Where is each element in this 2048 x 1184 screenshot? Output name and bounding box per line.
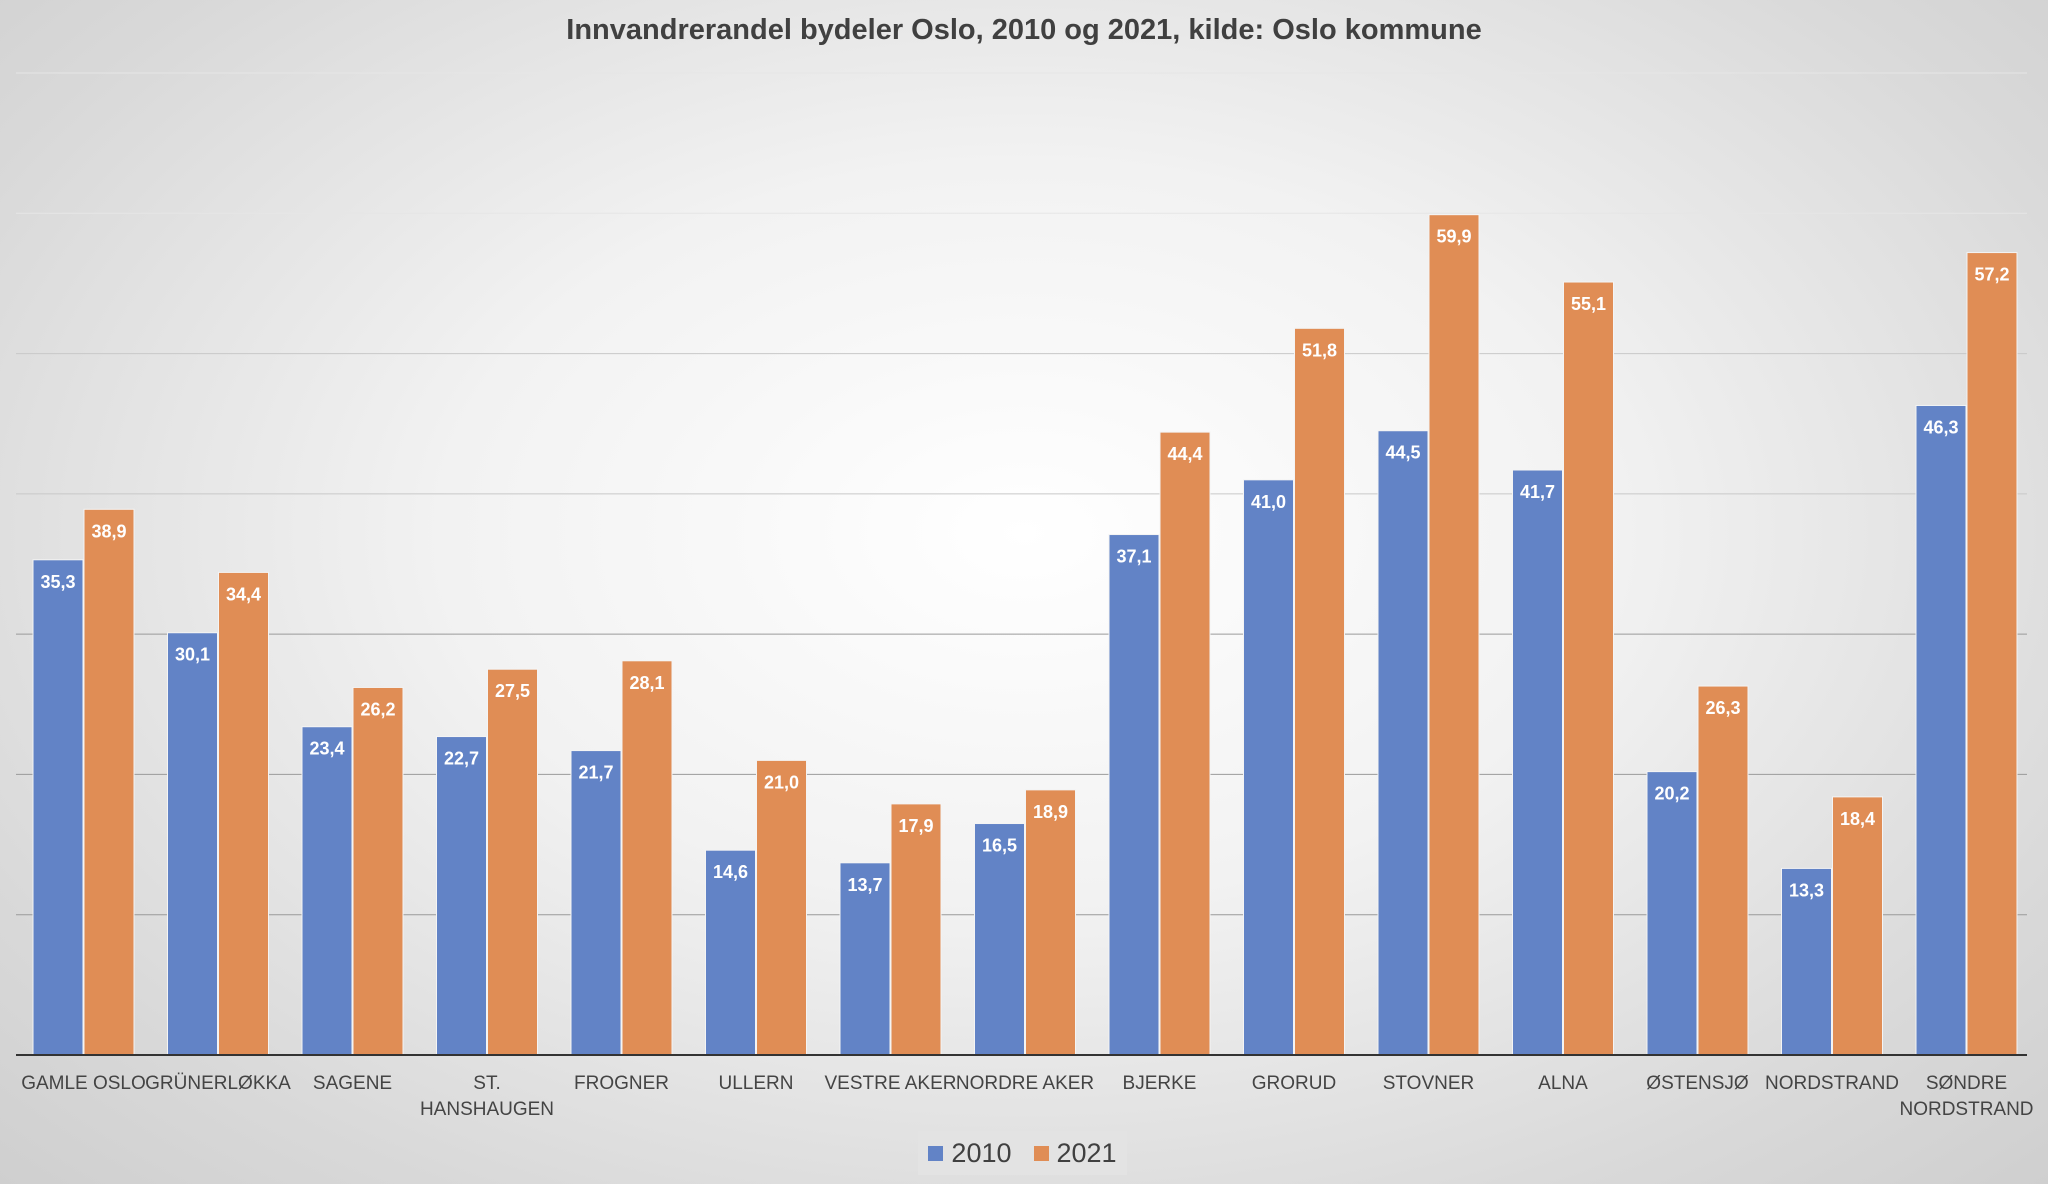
- category-label: BJERKE: [1123, 1073, 1197, 1094]
- bar-2021: [1697, 685, 1749, 1056]
- chart-title: Innvandrerandel bydeler Oslo, 2010 og 20…: [566, 14, 1482, 46]
- category-label: VESTRE AKER: [825, 1073, 957, 1094]
- bar-2010: [436, 736, 487, 1056]
- category-label: GRÜNERLØKKA: [145, 1073, 291, 1094]
- category-label: STOVNER: [1383, 1073, 1475, 1094]
- category-label: SØNDRE: [1926, 1073, 2007, 1094]
- bar-2010: [839, 862, 891, 1056]
- data-label-2021: 18,9: [1033, 802, 1068, 822]
- data-label-2010: 16,5: [982, 836, 1017, 856]
- bar-2021: [890, 803, 942, 1056]
- data-label-2021: 26,2: [360, 699, 395, 719]
- data-label-2021: 34,4: [226, 584, 261, 604]
- category-label: SAGENE: [313, 1073, 392, 1094]
- category-label: FROGNER: [574, 1073, 669, 1094]
- category-label: NORDSTRAND: [1765, 1073, 1899, 1094]
- legend-item-2010: 2010: [928, 1137, 1012, 1169]
- data-label-2021: 26,3: [1705, 698, 1740, 718]
- bar-2021: [1294, 327, 1345, 1056]
- data-label-2021: 44,4: [1167, 444, 1202, 464]
- legend-item-2021: 2021: [1033, 1137, 1117, 1169]
- data-label-2010: 14,6: [713, 862, 748, 882]
- data-label-2010: 44,5: [1385, 443, 1420, 463]
- bar-2021: [352, 686, 404, 1056]
- bar-2021: [1159, 431, 1211, 1056]
- bar-2010: [1243, 479, 1294, 1056]
- legend-label-2010: 2010: [951, 1137, 1012, 1168]
- data-label-2021: 57,2: [1974, 265, 2009, 285]
- bar-2021: [1832, 796, 1883, 1056]
- bar-2021: [487, 668, 538, 1056]
- data-label-2021: 38,9: [91, 521, 126, 541]
- bar-2021: [1025, 789, 1076, 1056]
- bar-2021: [1966, 252, 2018, 1056]
- data-label-2010: 20,2: [1654, 784, 1689, 804]
- bar-2021: [83, 508, 135, 1056]
- data-label-2010: 35,3: [40, 572, 75, 592]
- bar-2010: [1377, 430, 1429, 1056]
- bar-2010: [301, 726, 353, 1056]
- bar-2010: [32, 559, 84, 1056]
- bar-2021: [1428, 214, 1480, 1056]
- category-label: ST.: [473, 1073, 500, 1094]
- bar-2010: [705, 849, 756, 1056]
- data-label-2021: 21,0: [764, 772, 799, 792]
- bar-2021: [1563, 281, 1614, 1056]
- bar-2010: [1646, 771, 1698, 1056]
- data-label-2021: 55,1: [1571, 294, 1606, 314]
- data-label-2010: 13,7: [847, 875, 882, 895]
- data-label-2010: 13,3: [1789, 880, 1824, 900]
- legend: 2010 2021: [918, 1131, 1127, 1175]
- legend-swatch-2010: [928, 1145, 944, 1161]
- data-label-2021: 27,5: [495, 681, 530, 701]
- data-label-2010: 37,1: [1116, 547, 1151, 567]
- data-label-2010: 46,3: [1923, 417, 1958, 437]
- data-label-2021: 59,9: [1436, 227, 1471, 247]
- bar-2010: [1512, 469, 1563, 1056]
- data-label-2021: 28,1: [629, 673, 664, 693]
- data-label-2010: 41,0: [1251, 492, 1286, 512]
- bar-2021: [218, 571, 269, 1056]
- bar-2021: [756, 759, 807, 1056]
- data-label-2010: 41,7: [1520, 482, 1555, 502]
- category-label: HANSHAUGEN: [420, 1099, 554, 1120]
- legend-label-2021: 2021: [1056, 1137, 1117, 1168]
- category-label: ULLERN: [719, 1073, 794, 1094]
- data-label-2010: 23,4: [309, 739, 344, 759]
- data-label-2010: 21,7: [578, 763, 613, 783]
- bar-2010: [1915, 404, 1967, 1056]
- data-label-2010: 30,1: [175, 645, 210, 665]
- category-label: ALNA: [1538, 1073, 1588, 1094]
- bar-2010: [974, 823, 1025, 1056]
- bar-2021: [621, 660, 673, 1056]
- bar-2010: [167, 632, 218, 1056]
- data-label-2021: 18,4: [1840, 809, 1875, 829]
- category-label: NORDSTRAND: [1899, 1099, 2033, 1120]
- category-label: NORDRE AKER: [956, 1073, 1094, 1094]
- legend-swatch-2021: [1033, 1145, 1049, 1161]
- category-label: GRORUD: [1252, 1073, 1336, 1094]
- category-label: GAMLE OSLO: [21, 1073, 146, 1094]
- bar-2010: [570, 750, 622, 1056]
- bar-2010: [1108, 534, 1160, 1056]
- data-label-2021: 51,8: [1302, 340, 1337, 360]
- category-label: ØSTENSJØ: [1646, 1073, 1749, 1094]
- data-label-2010: 22,7: [444, 749, 479, 769]
- data-label-2021: 17,9: [898, 816, 933, 836]
